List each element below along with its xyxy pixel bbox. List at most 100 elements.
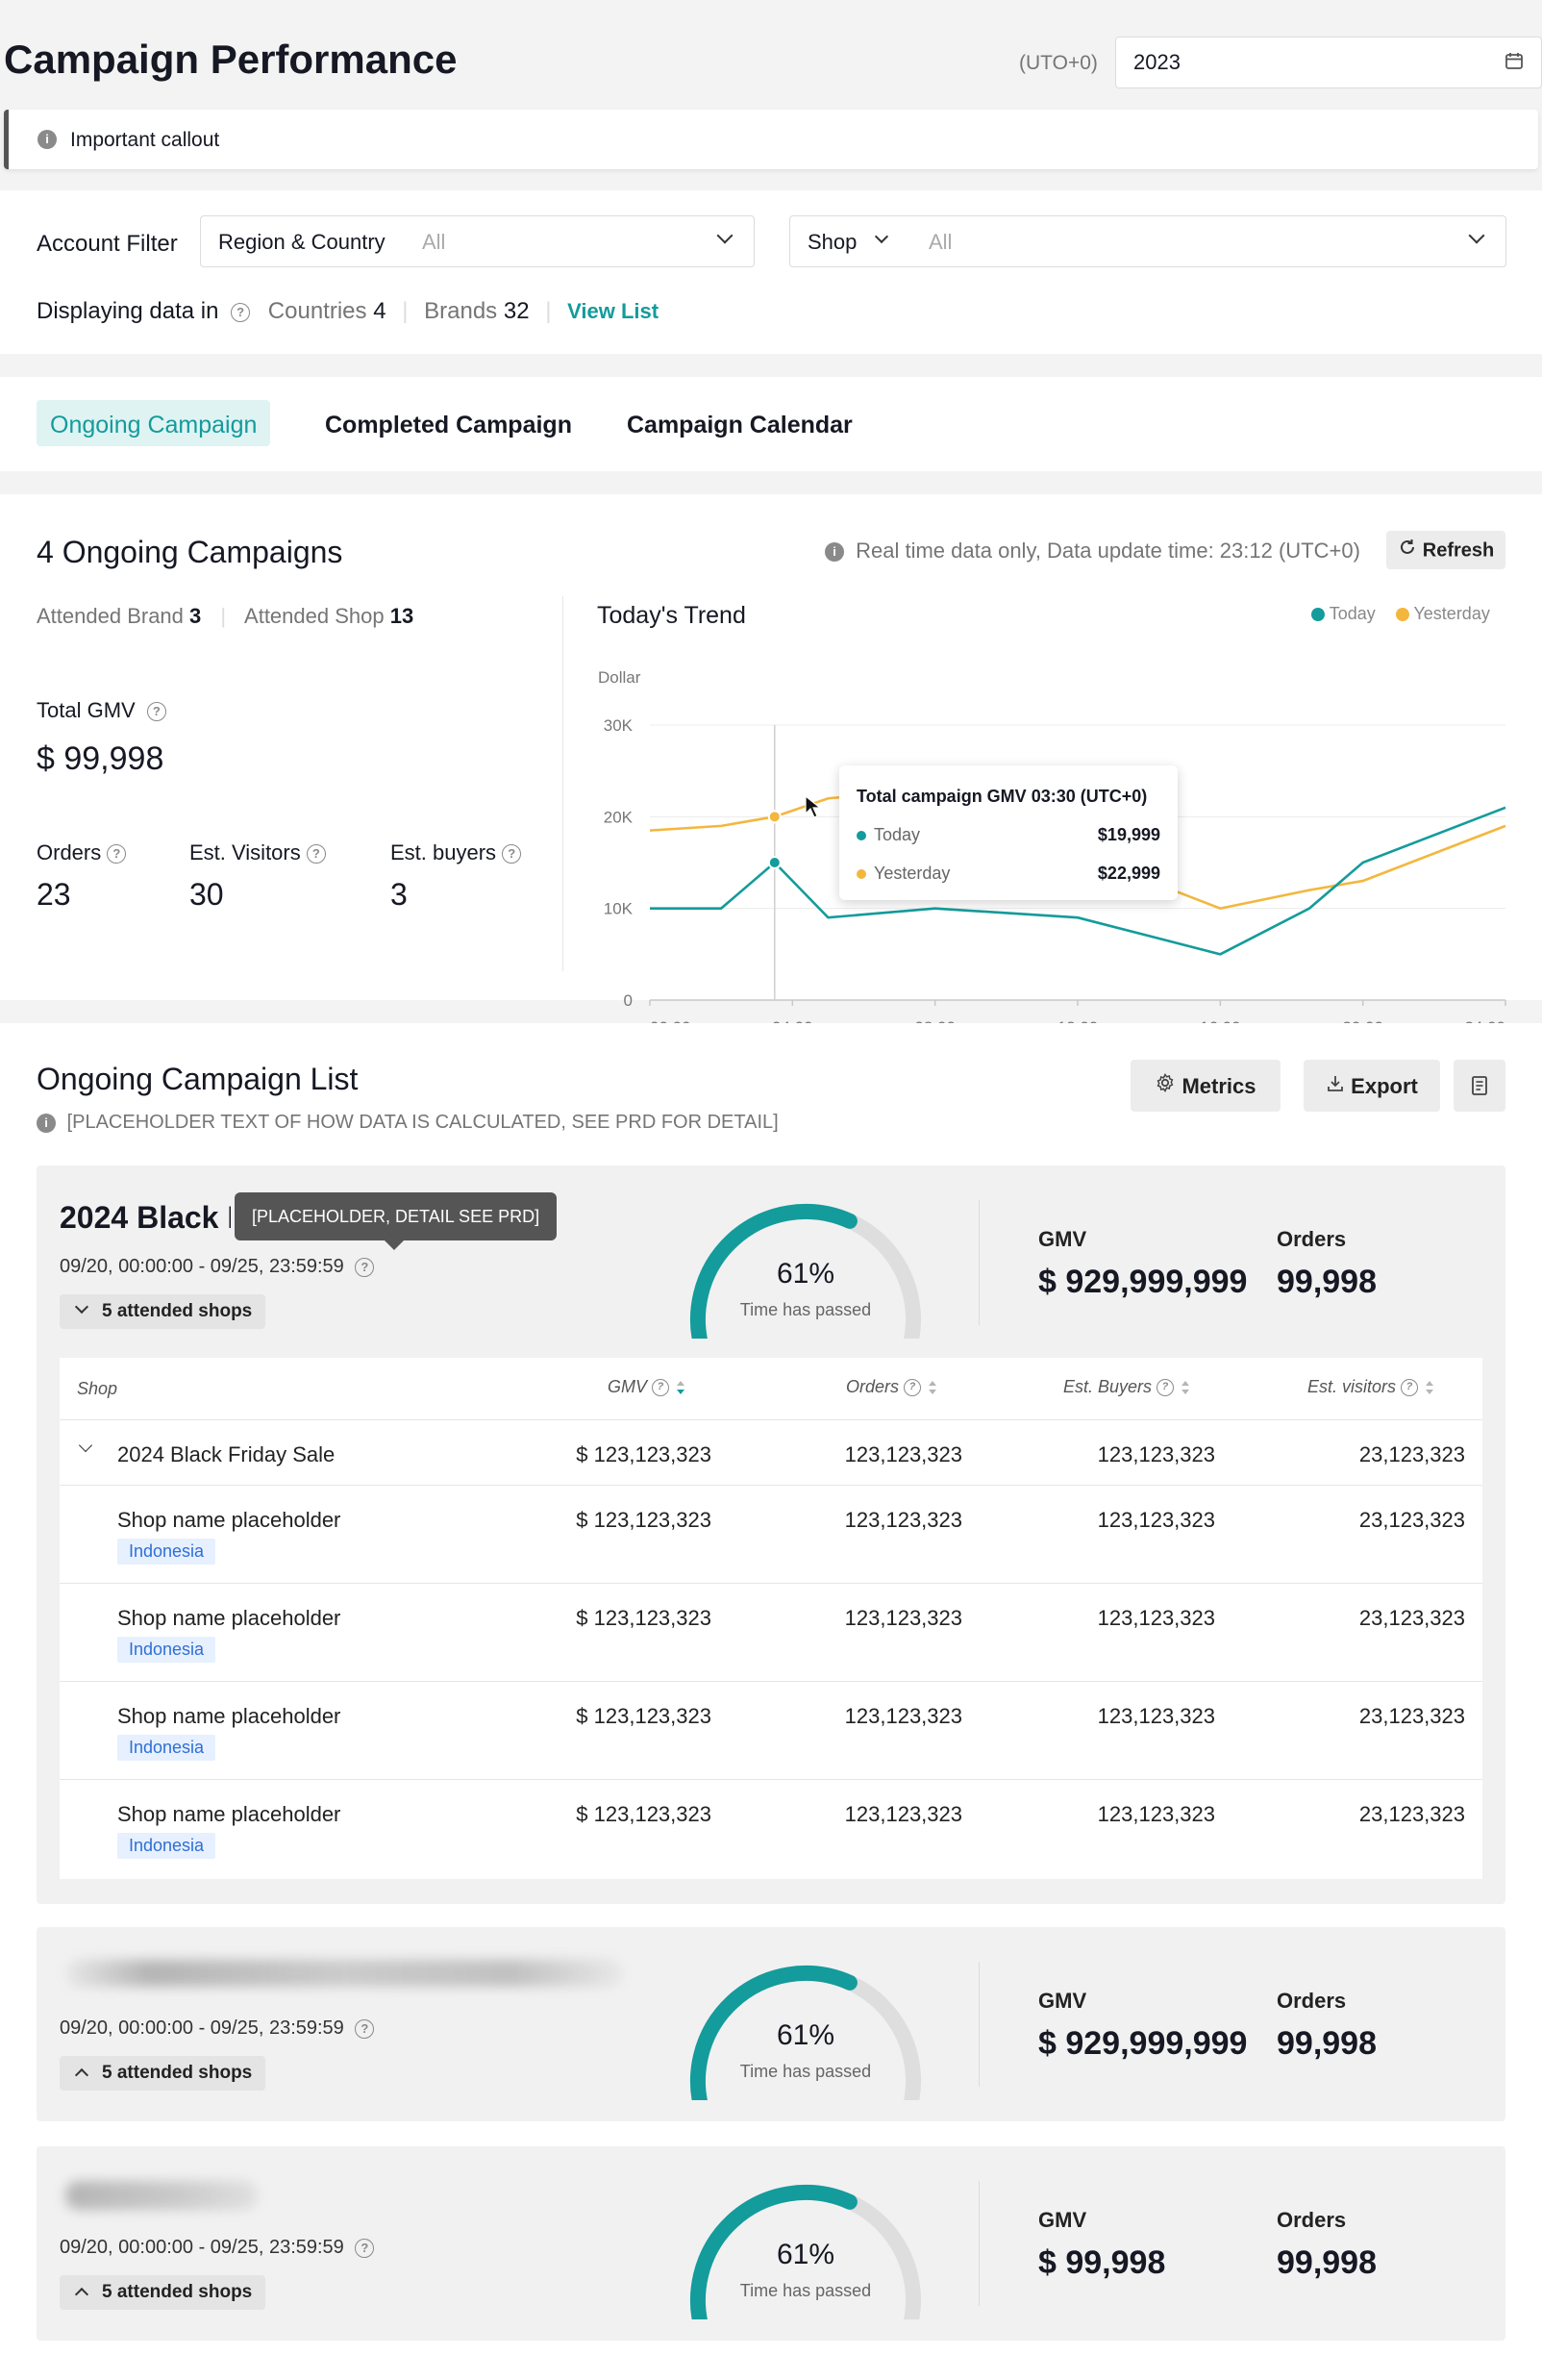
sort-icon[interactable] (677, 1381, 685, 1395)
help-icon[interactable]: ? (502, 844, 522, 864)
cell-gmv: $ 123,123,323 (576, 1704, 711, 1728)
sort-icon[interactable] (1181, 1381, 1190, 1395)
total-gmv-value: $ 99,998 (37, 740, 164, 777)
campaign-card: 09/20, 00:00:00 - 09/25, 23:59:59 ? 5 at… (37, 1927, 1505, 2121)
attended-brand-label: Attended Brand (37, 604, 184, 628)
gmv-label: GMV (1038, 1989, 1087, 2013)
orders-label: Orders (1277, 2208, 1347, 2232)
help-icon[interactable]: ? (355, 2238, 375, 2258)
tooltip-yesterday-label: Yesterday (874, 864, 951, 883)
attended-shops-toggle[interactable]: 5 attended shops (60, 1294, 266, 1329)
campaign-period: 09/20, 00:00:00 - 09/25, 23:59:59 ? (60, 1256, 375, 1278)
countries-label: Countries (267, 298, 367, 324)
region-label: Region & Country (218, 230, 386, 254)
shop-table: Shop GMV ? Orders ? Est. Buyers ? Est. v… (60, 1358, 1482, 1879)
table-row[interactable]: Shop name placeholder Indonesia $ 123,12… (60, 1779, 1482, 1877)
col-buyers[interactable]: Est. Buyers ? (1063, 1377, 1190, 1397)
attended-shops-toggle[interactable]: 5 attended shops (60, 2056, 266, 2091)
help-icon[interactable]: ? (904, 1379, 922, 1397)
table-row[interactable]: Shop name placeholder Indonesia $ 123,12… (60, 1681, 1482, 1779)
country-tag: Indonesia (117, 1833, 216, 1859)
tab-completed-campaign[interactable]: Completed Campaign (325, 412, 572, 439)
y-tick-label: 20K (604, 808, 634, 826)
refresh-icon (1398, 532, 1417, 570)
cursor-icon (804, 794, 825, 824)
chart-legend: Today Yesterday (1311, 604, 1490, 624)
cell-buyers: 123,123,323 (1097, 1508, 1215, 1532)
gauge-fill (690, 2185, 858, 2319)
orders-label: Orders (1277, 1989, 1347, 2013)
realtime-note-text: Real time data only, Data update time: 2… (856, 539, 1360, 563)
chevron-down-icon[interactable] (78, 1438, 93, 1453)
tab-label: Completed Campaign (325, 412, 572, 438)
col-gmv[interactable]: GMV ? (608, 1377, 685, 1397)
campaign-name-redacted (65, 1960, 623, 1987)
date-picker[interactable]: 2023 (1115, 37, 1542, 88)
date-value: 2023 (1133, 50, 1181, 74)
list-title: Ongoing Campaign List (37, 1062, 359, 1096)
divider (979, 1962, 980, 2087)
chevron-down-icon (716, 227, 734, 244)
tab-campaign-calendar[interactable]: Campaign Calendar (627, 412, 853, 439)
cell-gmv: $ 123,123,323 (576, 1606, 711, 1630)
document-icon (1469, 1075, 1490, 1102)
col-visitors[interactable]: Est. visitors ? (1307, 1377, 1434, 1397)
orders-value: 23 (37, 877, 71, 912)
list-view-button[interactable] (1454, 1060, 1505, 1112)
help-icon[interactable]: ? (107, 844, 127, 864)
legend-yesterday: Yesterday (1413, 604, 1490, 623)
help-icon[interactable]: ? (1401, 1379, 1419, 1397)
refresh-button[interactable]: Refresh (1386, 531, 1505, 569)
col-orders[interactable]: Orders ? (846, 1377, 937, 1397)
view-list-link[interactable]: View List (567, 299, 659, 323)
list-note: i [PLACEHOLDER TEXT OF HOW DATA IS CALCU… (37, 1112, 779, 1134)
placeholder-tooltip: [PLACEHOLDER, DETAIL SEE PRD] (235, 1192, 558, 1250)
chevron-up-icon (74, 2067, 89, 2083)
help-icon[interactable]: ? (355, 1257, 375, 1277)
cell-orders: 123,123,323 (844, 1704, 962, 1728)
divider (562, 596, 563, 971)
legend-yesterday-dot (1395, 608, 1409, 622)
table-row[interactable]: Shop name placeholder Indonesia $ 123,12… (60, 1485, 1482, 1583)
tooltip-today-dot (857, 831, 866, 840)
help-icon[interactable]: ? (652, 1379, 670, 1397)
help-icon[interactable]: ? (355, 2018, 375, 2039)
progress-percent: 61% (776, 2019, 835, 2051)
ongoing-overview-panel: 4 Ongoing Campaigns i Real time data onl… (0, 494, 1542, 1033)
cell-buyers: 123,123,323 (1097, 1442, 1215, 1466)
shops-btn-label: 5 attended shops (102, 1301, 253, 1321)
help-icon[interactable]: ? (231, 302, 251, 322)
region-country-select[interactable]: Region & Country All (200, 215, 755, 267)
tooltip-text: [PLACEHOLDER, DETAIL SEE PRD] (252, 1207, 540, 1226)
table-row[interactable]: Shop name placeholder Indonesia $ 123,12… (60, 1583, 1482, 1681)
tooltip-yesterday-dot (857, 869, 866, 879)
table-group-row[interactable]: 2024 Black Friday Sale $ 123,123,323 123… (60, 1419, 1482, 1485)
progress-gauge (690, 1966, 921, 2100)
tooltip-title: Total campaign GMV 03:30 (UTC+0) (857, 787, 1148, 806)
buyers-label: Est. buyers (390, 840, 497, 864)
displaying-data-row: Displaying data in ? Countries 4 | Brand… (37, 298, 659, 324)
help-icon[interactable]: ? (146, 702, 166, 722)
cell-visitors: 23,123,323 (1358, 1704, 1465, 1728)
tab-label: Ongoing Campaign (50, 412, 258, 438)
cell-gmv: $ 123,123,323 (576, 1802, 711, 1826)
info-icon: i (37, 130, 57, 149)
metrics-button[interactable]: Metrics (1131, 1060, 1281, 1112)
displaying-label: Displaying data in (37, 298, 219, 324)
sort-icon[interactable] (929, 1381, 937, 1395)
chevron-down-icon (1468, 227, 1485, 244)
sort-icon[interactable] (1426, 1381, 1434, 1395)
attended-shops-toggle[interactable]: 5 attended shops (60, 2275, 266, 2310)
help-icon[interactable]: ? (1156, 1379, 1175, 1397)
orders-value: 99,998 (1277, 1264, 1377, 1300)
export-button[interactable]: Export (1304, 1060, 1440, 1112)
cell-visitors: 23,123,323 (1358, 1508, 1465, 1532)
visitors-value: 30 (189, 877, 224, 912)
tab-ongoing-campaign[interactable]: Ongoing Campaign (37, 400, 271, 446)
col-shop: Shop (77, 1379, 118, 1398)
cell-buyers: 123,123,323 (1097, 1606, 1215, 1630)
shop-select[interactable]: Shop All (789, 215, 1506, 267)
timezone-label: (UTO+0) (1019, 52, 1098, 74)
help-icon[interactable]: ? (306, 844, 326, 864)
country-tag: Indonesia (117, 1735, 216, 1761)
